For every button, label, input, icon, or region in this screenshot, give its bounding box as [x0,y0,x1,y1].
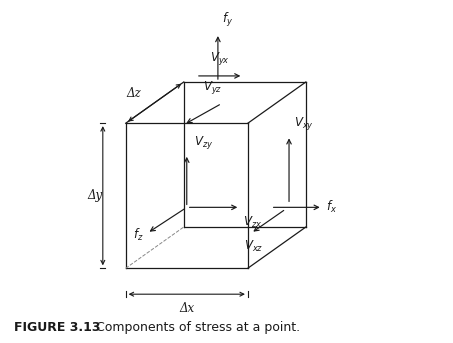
Text: $f_x$: $f_x$ [326,199,337,215]
Text: $V_{yz}$: $V_{yz}$ [203,79,222,96]
Text: $V_{yx}$: $V_{yx}$ [210,50,230,67]
Text: $f_z$: $f_z$ [133,227,144,243]
Text: $V_{zy}$: $V_{zy}$ [194,134,214,151]
Text: $V_{xz}$: $V_{xz}$ [244,239,264,254]
Text: $V_{xy}$: $V_{xy}$ [294,115,313,132]
Text: Δy: Δy [87,189,103,202]
Text: $f_y$: $f_y$ [222,11,234,28]
Text: FIGURE 3.13: FIGURE 3.13 [14,321,100,334]
Text: $V_{zx}$: $V_{zx}$ [243,215,263,230]
Text: Components of stress at a point.: Components of stress at a point. [84,321,300,334]
Text: Δx: Δx [179,302,194,315]
Text: Δz: Δz [126,87,141,100]
